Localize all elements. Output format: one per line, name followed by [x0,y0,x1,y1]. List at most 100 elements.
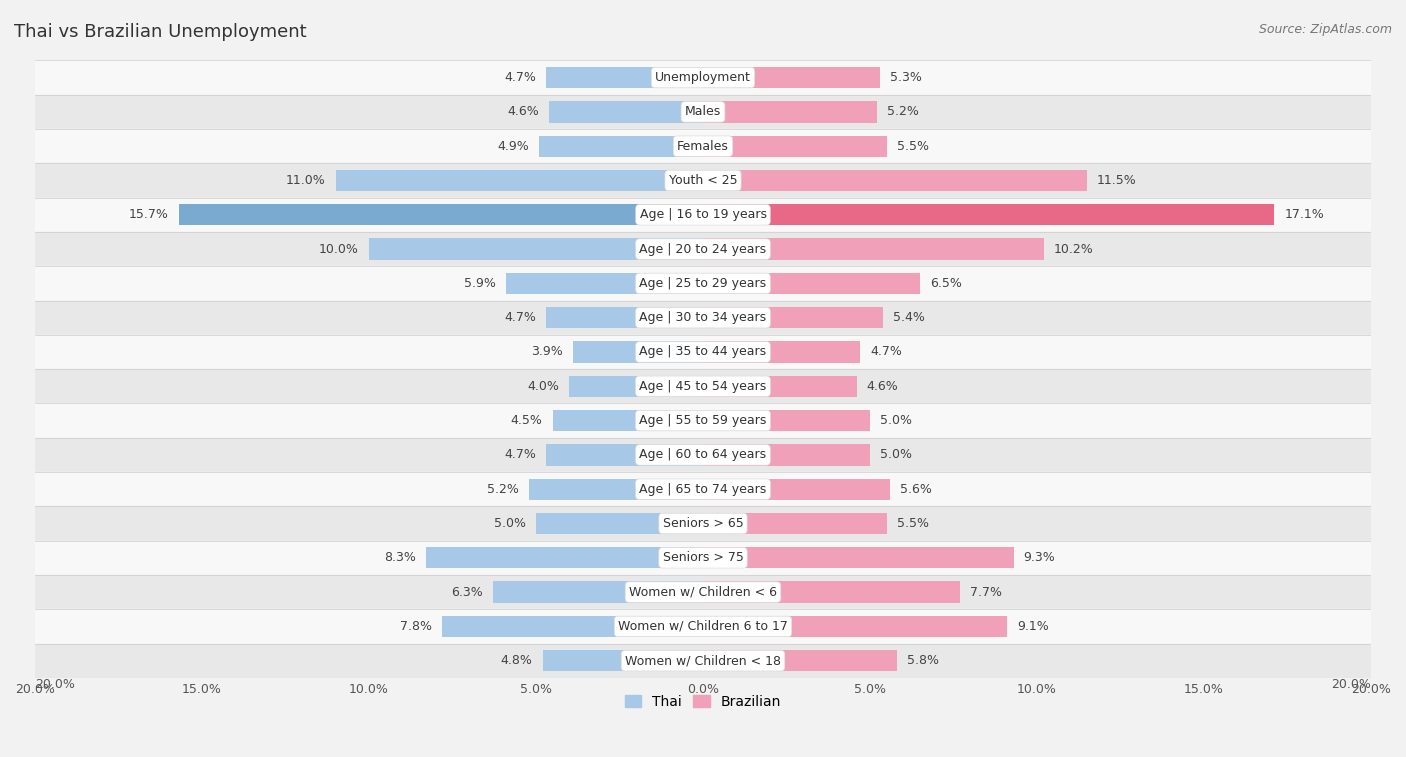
Text: 5.5%: 5.5% [897,140,929,153]
Text: 5.2%: 5.2% [887,105,918,118]
Text: 4.6%: 4.6% [866,380,898,393]
Bar [35,472,1371,506]
Bar [35,301,1371,335]
Text: Age | 35 to 44 years: Age | 35 to 44 years [640,345,766,359]
Bar [35,266,1371,301]
Text: Age | 20 to 24 years: Age | 20 to 24 years [640,242,766,256]
Text: 11.5%: 11.5% [1097,174,1137,187]
Bar [703,307,883,329]
Text: 20.0%: 20.0% [35,678,75,691]
Text: 5.2%: 5.2% [488,483,519,496]
Text: 5.9%: 5.9% [464,277,496,290]
Bar [703,238,1043,260]
Text: Females: Females [678,140,728,153]
Text: 3.9%: 3.9% [531,345,562,359]
Bar [703,547,1014,569]
Bar [35,129,1371,164]
Text: Women w/ Children < 6: Women w/ Children < 6 [628,586,778,599]
Text: 20.0%: 20.0% [1331,678,1371,691]
Bar [35,95,1371,129]
Text: 10.2%: 10.2% [1053,242,1094,256]
Bar [703,170,1087,191]
Bar [35,575,1371,609]
Bar [550,101,703,123]
Text: 4.9%: 4.9% [498,140,529,153]
Bar [569,375,703,397]
Bar [35,438,1371,472]
Text: Source: ZipAtlas.com: Source: ZipAtlas.com [1258,23,1392,36]
Text: 9.3%: 9.3% [1024,551,1056,564]
Text: 5.0%: 5.0% [494,517,526,530]
Text: 11.0%: 11.0% [285,174,326,187]
Bar [703,410,870,431]
Text: 5.8%: 5.8% [907,654,939,667]
Text: Males: Males [685,105,721,118]
Text: 5.0%: 5.0% [880,414,912,427]
Text: 4.7%: 4.7% [505,448,536,462]
Bar [546,67,703,89]
Text: 4.6%: 4.6% [508,105,540,118]
Bar [703,375,856,397]
Text: 5.0%: 5.0% [880,448,912,462]
Text: 10.0%: 10.0% [319,242,359,256]
Bar [546,444,703,466]
Bar [703,478,890,500]
Bar [703,581,960,603]
Text: 5.6%: 5.6% [900,483,932,496]
Bar [179,204,703,226]
Bar [35,643,1371,678]
Text: 5.4%: 5.4% [893,311,925,324]
Text: 4.7%: 4.7% [505,71,536,84]
Text: 4.8%: 4.8% [501,654,533,667]
Text: 6.3%: 6.3% [451,586,482,599]
Bar [703,341,860,363]
Text: Women w/ Children < 18: Women w/ Children < 18 [626,654,780,667]
Bar [703,101,877,123]
Text: Age | 30 to 34 years: Age | 30 to 34 years [640,311,766,324]
Bar [703,273,920,294]
Bar [703,650,897,671]
Bar [572,341,703,363]
Text: 4.0%: 4.0% [527,380,560,393]
Text: 8.3%: 8.3% [384,551,416,564]
Bar [703,136,887,157]
Text: Age | 16 to 19 years: Age | 16 to 19 years [640,208,766,221]
Text: 7.7%: 7.7% [970,586,1002,599]
Bar [546,307,703,329]
Text: Women w/ Children 6 to 17: Women w/ Children 6 to 17 [619,620,787,633]
Text: Age | 65 to 74 years: Age | 65 to 74 years [640,483,766,496]
Bar [703,513,887,534]
Bar [35,609,1371,643]
Text: 4.7%: 4.7% [870,345,901,359]
Bar [492,581,703,603]
Text: Age | 60 to 64 years: Age | 60 to 64 years [640,448,766,462]
Bar [536,513,703,534]
Text: Age | 25 to 29 years: Age | 25 to 29 years [640,277,766,290]
Bar [35,540,1371,575]
Bar [703,444,870,466]
Bar [543,650,703,671]
Text: 5.5%: 5.5% [897,517,929,530]
Bar [35,506,1371,540]
Text: 4.7%: 4.7% [505,311,536,324]
Bar [35,61,1371,95]
Text: Age | 55 to 59 years: Age | 55 to 59 years [640,414,766,427]
Bar [35,164,1371,198]
Bar [703,204,1274,226]
Text: Thai vs Brazilian Unemployment: Thai vs Brazilian Unemployment [14,23,307,41]
Bar [540,136,703,157]
Legend: Thai, Brazilian: Thai, Brazilian [619,689,787,714]
Text: 6.5%: 6.5% [931,277,962,290]
Bar [35,369,1371,403]
Bar [553,410,703,431]
Bar [368,238,703,260]
Bar [703,615,1007,637]
Bar [443,615,703,637]
Text: Seniors > 75: Seniors > 75 [662,551,744,564]
Text: Unemployment: Unemployment [655,71,751,84]
Text: Youth < 25: Youth < 25 [669,174,737,187]
Text: 9.1%: 9.1% [1017,620,1049,633]
Bar [426,547,703,569]
Bar [35,198,1371,232]
Bar [336,170,703,191]
